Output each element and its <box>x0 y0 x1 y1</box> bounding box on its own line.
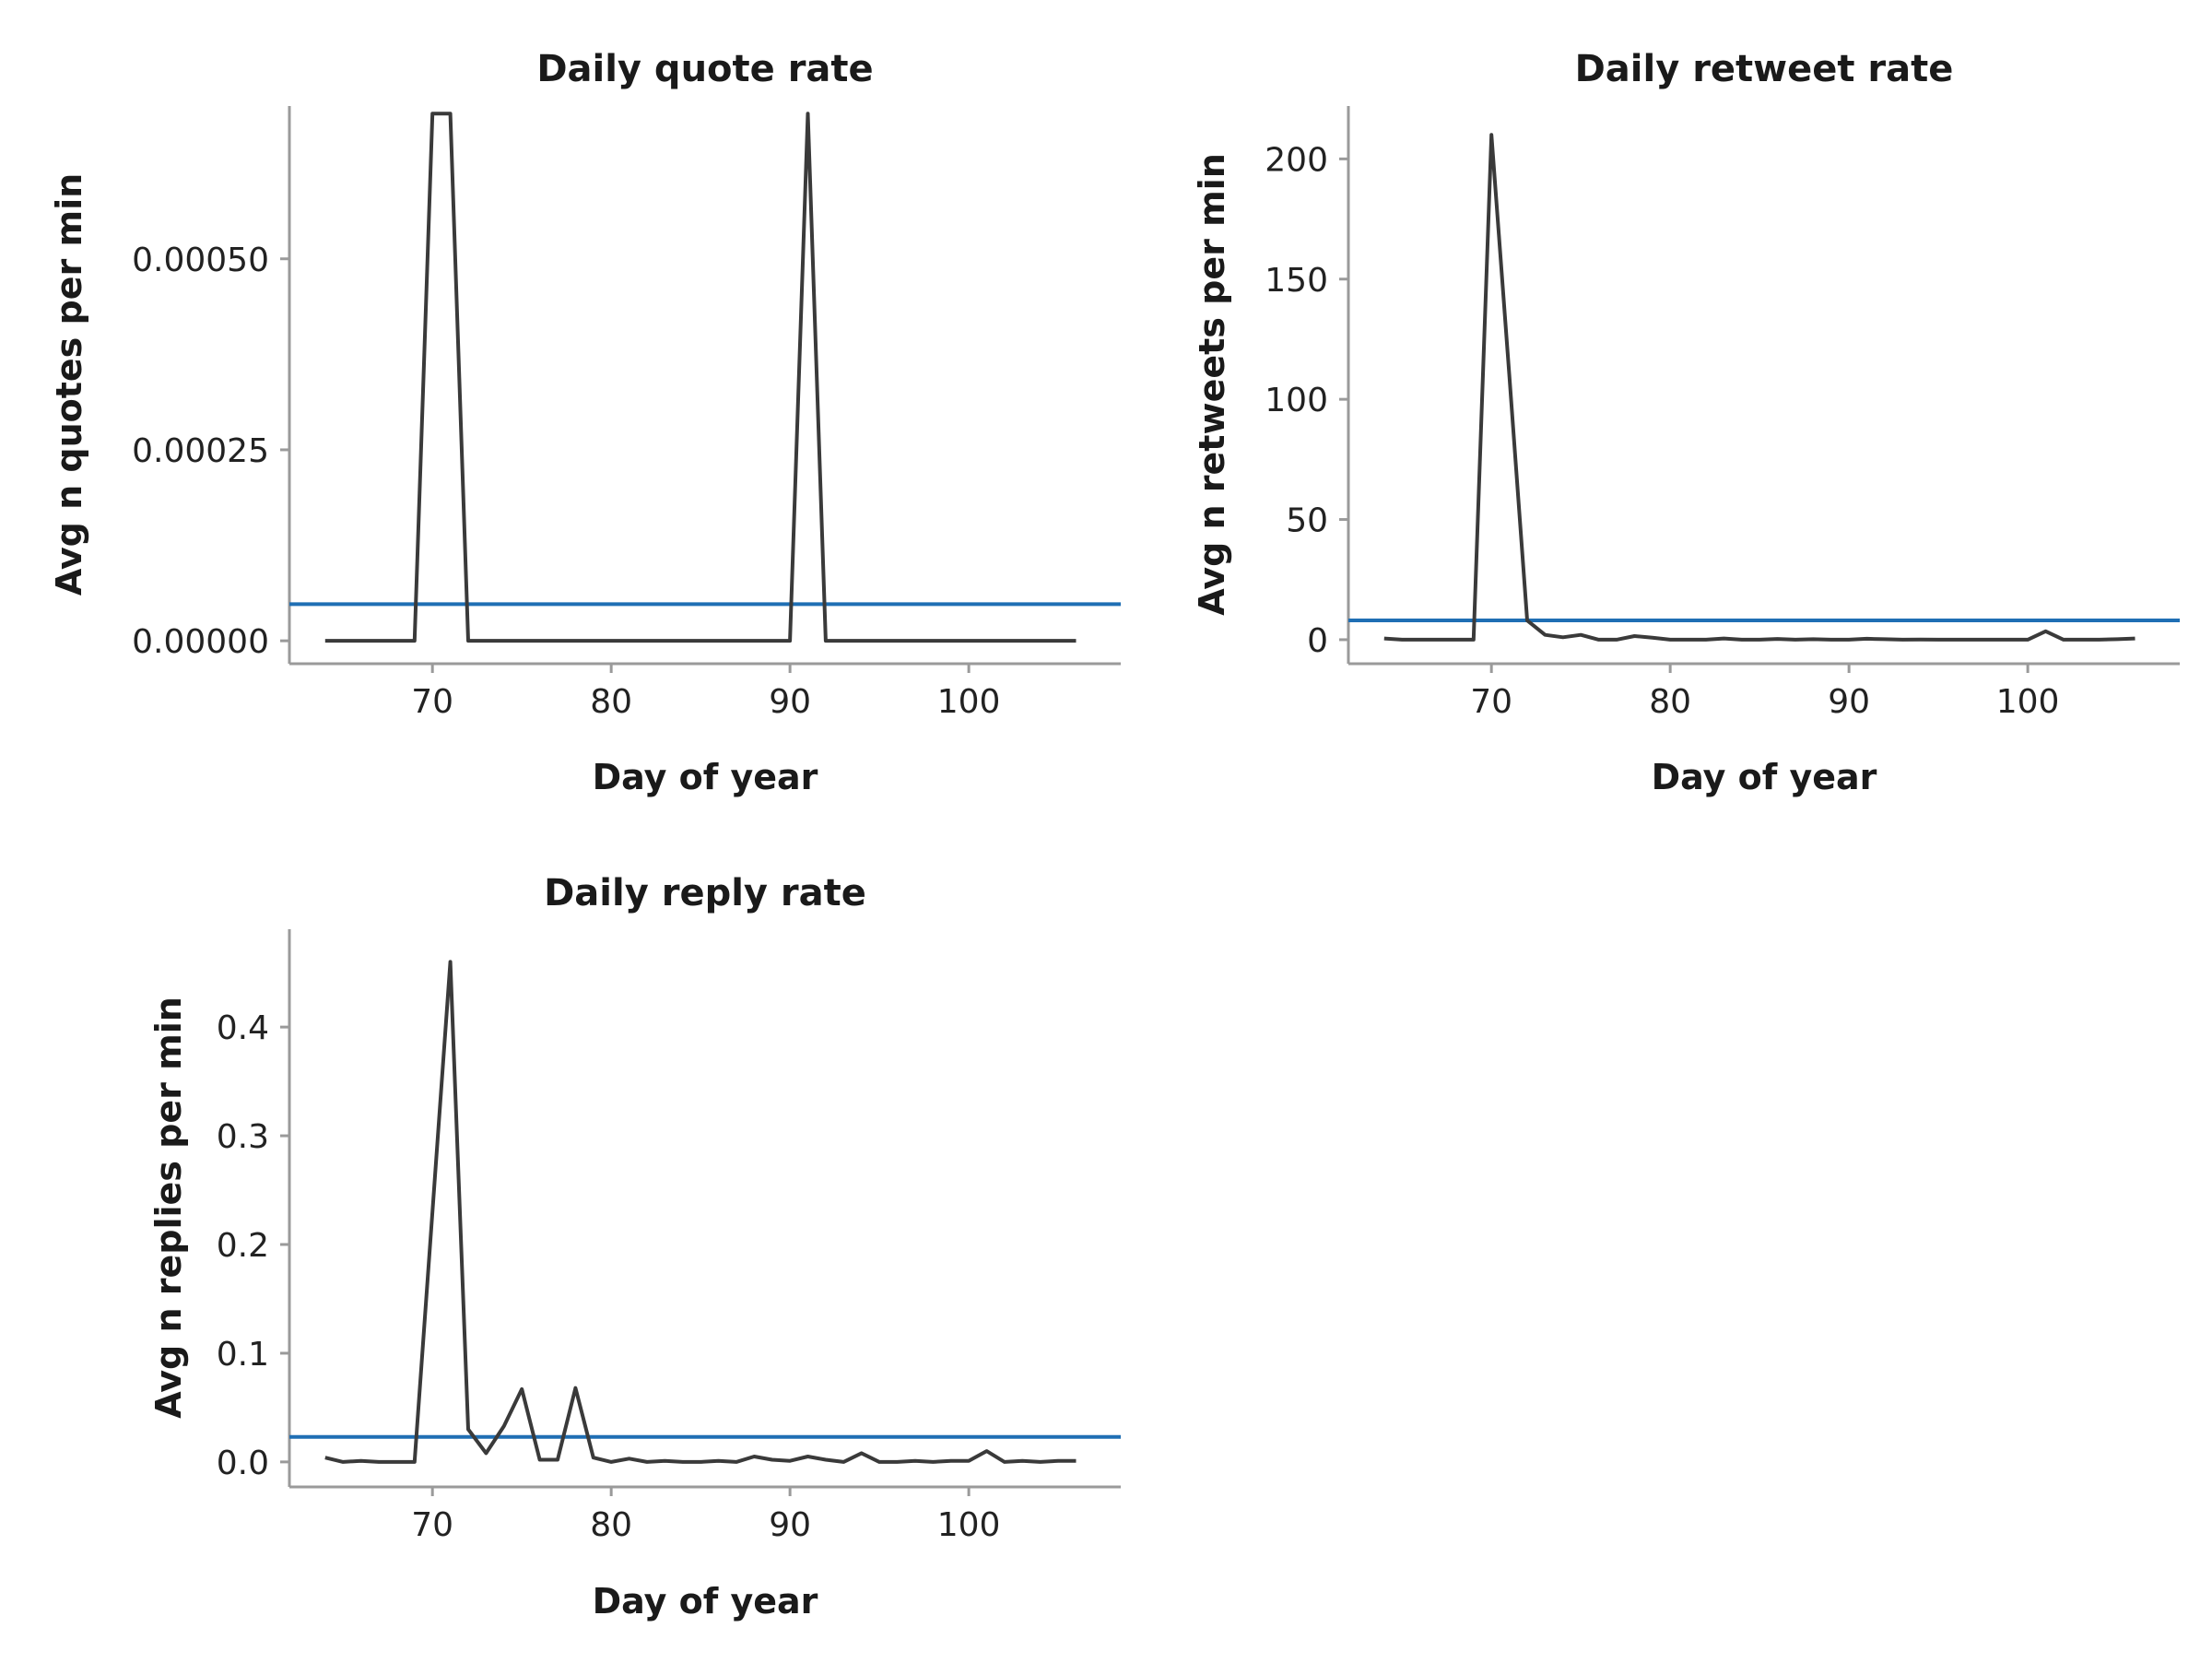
x-tick-label: 100 <box>937 683 1001 721</box>
y-tick-label: 150 <box>1265 262 1328 300</box>
x-axis-label: Day of year <box>593 1581 818 1622</box>
panel-title: Daily quote rate <box>536 48 873 90</box>
y-tick-label: 0.1 <box>217 1336 269 1374</box>
y-tick-label: 200 <box>1265 141 1328 179</box>
x-tick-label: 70 <box>411 1506 453 1544</box>
x-tick-label: 70 <box>411 683 453 721</box>
x-tick-label: 70 <box>1470 683 1512 721</box>
panel-quote: Daily quote rate 70 80 90 100 0.00000 0.00025… <box>49 48 1121 797</box>
y-tick-label: 100 <box>1265 382 1328 419</box>
series-line <box>324 960 1077 1464</box>
y-tick-label: 0 <box>1307 622 1328 660</box>
series-line <box>324 112 1077 643</box>
y-axis-label: Avg n quotes per min <box>49 173 89 596</box>
x-tick-label: 100 <box>1996 683 2060 721</box>
tick-group: 70 80 90 100 0.00000 0.00025 0.00050 <box>132 242 1000 721</box>
panel-retweet: Daily retweet rate 70 80 90 100 0 50 100 150 200… <box>1192 48 2180 797</box>
x-axis-label: Day of year <box>1652 757 1877 797</box>
y-tick-label: 0.00000 <box>132 623 269 661</box>
y-tick-label: 0.4 <box>217 1009 269 1047</box>
y-tick-label: 0.00050 <box>132 242 269 279</box>
panel-title: Daily retweet rate <box>1575 48 1954 90</box>
tick-group: 70 80 90 100 0 50 100 150 200 <box>1265 141 2059 721</box>
x-tick-label: 90 <box>1828 683 1870 721</box>
y-tick-label: 0.0 <box>217 1445 269 1482</box>
y-tick-label: 0.00025 <box>132 432 269 470</box>
x-tick-label: 100 <box>937 1506 1001 1544</box>
x-tick-label: 80 <box>1649 683 1691 721</box>
panel-title: Daily reply rate <box>544 872 866 914</box>
y-tick-label: 0.3 <box>217 1118 269 1156</box>
series-line <box>1383 133 2136 642</box>
y-axis-label: Avg n retweets per min <box>1192 153 1232 616</box>
y-tick-label: 50 <box>1286 502 1328 540</box>
x-tick-label: 90 <box>769 683 811 721</box>
tick-group: 70 80 90 100 0.0 0.1 0.2 0.3 0.4 <box>217 1009 1001 1544</box>
x-axis-label: Day of year <box>593 757 818 797</box>
x-tick-label: 90 <box>769 1506 811 1544</box>
y-tick-label: 0.2 <box>217 1227 269 1265</box>
x-tick-label: 80 <box>590 683 632 721</box>
panel-reply: Daily reply rate 70 80 90 100 0.0 0.1 0.2 0.3 0.… <box>148 872 1121 1622</box>
x-tick-label: 80 <box>590 1506 632 1544</box>
y-axis-label: Avg n replies per min <box>148 997 189 1419</box>
